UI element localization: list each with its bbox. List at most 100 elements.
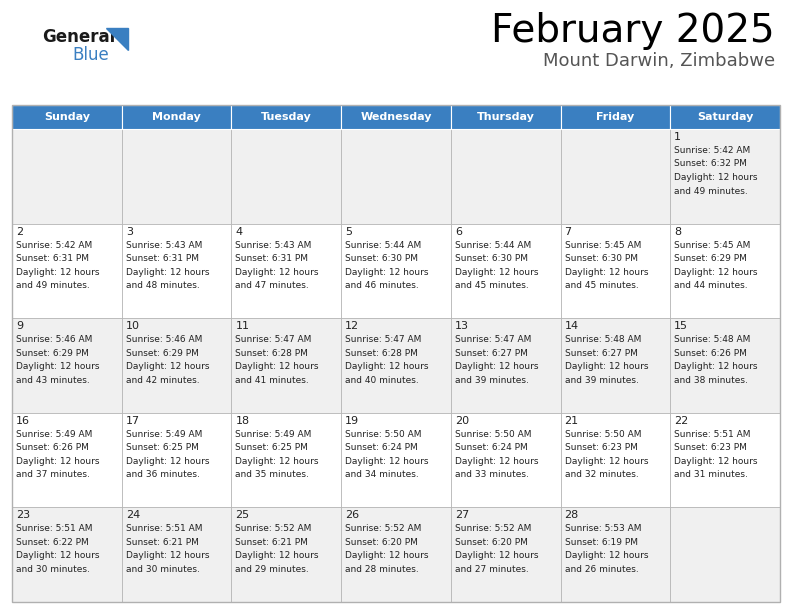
Text: Sunset: 6:23 PM: Sunset: 6:23 PM	[674, 443, 747, 452]
Text: Daylight: 12 hours: Daylight: 12 hours	[235, 457, 319, 466]
Text: and 48 minutes.: and 48 minutes.	[126, 281, 200, 290]
Text: Sunset: 6:30 PM: Sunset: 6:30 PM	[455, 254, 527, 263]
Bar	[451, 507, 561, 602]
Text: Blue: Blue	[72, 46, 109, 64]
Text: Daylight: 12 hours: Daylight: 12 hours	[345, 457, 428, 466]
Text: Sunset: 6:31 PM: Sunset: 6:31 PM	[126, 254, 199, 263]
Text: 13: 13	[455, 321, 469, 331]
Text: 14: 14	[565, 321, 579, 331]
Text: Daylight: 12 hours: Daylight: 12 hours	[345, 551, 428, 561]
Bar	[122, 105, 231, 129]
Text: 22: 22	[674, 416, 688, 426]
Text: Sunrise: 5:43 AM: Sunrise: 5:43 AM	[235, 241, 312, 250]
Text: Sunrise: 5:50 AM: Sunrise: 5:50 AM	[455, 430, 531, 439]
Text: Sunset: 6:24 PM: Sunset: 6:24 PM	[455, 443, 527, 452]
Bar	[122, 318, 231, 413]
Text: Daylight: 12 hours: Daylight: 12 hours	[565, 267, 648, 277]
Text: Sunday: Sunday	[44, 112, 89, 122]
Text: 1: 1	[674, 132, 681, 142]
Text: Sunset: 6:26 PM: Sunset: 6:26 PM	[16, 443, 89, 452]
Text: 17: 17	[126, 416, 140, 426]
Bar	[670, 507, 780, 602]
Text: Sunset: 6:30 PM: Sunset: 6:30 PM	[565, 254, 638, 263]
Bar	[12, 413, 122, 507]
Text: 3: 3	[126, 226, 133, 237]
Text: 11: 11	[235, 321, 249, 331]
Bar	[122, 223, 231, 318]
Text: Sunrise: 5:42 AM: Sunrise: 5:42 AM	[16, 241, 92, 250]
Bar	[561, 507, 670, 602]
Text: Friday: Friday	[596, 112, 634, 122]
Text: Sunrise: 5:50 AM: Sunrise: 5:50 AM	[565, 430, 641, 439]
Text: and 32 minutes.: and 32 minutes.	[565, 470, 638, 479]
Text: Sunrise: 5:53 AM: Sunrise: 5:53 AM	[565, 524, 641, 534]
Text: 6: 6	[455, 226, 462, 237]
Text: 26: 26	[345, 510, 360, 520]
Bar	[341, 507, 451, 602]
Bar	[341, 105, 451, 129]
Text: Sunset: 6:19 PM: Sunset: 6:19 PM	[565, 538, 638, 547]
Text: and 49 minutes.: and 49 minutes.	[674, 187, 748, 195]
Text: Sunrise: 5:50 AM: Sunrise: 5:50 AM	[345, 430, 421, 439]
Text: Sunrise: 5:45 AM: Sunrise: 5:45 AM	[674, 241, 751, 250]
Bar	[670, 129, 780, 223]
Text: Daylight: 12 hours: Daylight: 12 hours	[674, 173, 758, 182]
Bar	[122, 507, 231, 602]
Text: Sunset: 6:27 PM: Sunset: 6:27 PM	[565, 349, 638, 357]
Text: Daylight: 12 hours: Daylight: 12 hours	[455, 362, 539, 371]
Text: Daylight: 12 hours: Daylight: 12 hours	[16, 267, 100, 277]
Text: Daylight: 12 hours: Daylight: 12 hours	[235, 362, 319, 371]
Text: and 45 minutes.: and 45 minutes.	[565, 281, 638, 290]
Text: and 41 minutes.: and 41 minutes.	[235, 376, 309, 385]
Text: Sunset: 6:24 PM: Sunset: 6:24 PM	[345, 443, 418, 452]
Text: and 42 minutes.: and 42 minutes.	[126, 376, 200, 385]
Text: Daylight: 12 hours: Daylight: 12 hours	[455, 457, 539, 466]
Bar	[231, 129, 341, 223]
Text: Sunrise: 5:49 AM: Sunrise: 5:49 AM	[235, 430, 312, 439]
Text: Daylight: 12 hours: Daylight: 12 hours	[455, 267, 539, 277]
Bar	[341, 129, 451, 223]
Text: Sunset: 6:20 PM: Sunset: 6:20 PM	[455, 538, 527, 547]
Text: General: General	[42, 28, 116, 46]
Bar	[561, 223, 670, 318]
Text: and 46 minutes.: and 46 minutes.	[345, 281, 419, 290]
Text: Sunset: 6:29 PM: Sunset: 6:29 PM	[126, 349, 199, 357]
Text: Sunset: 6:23 PM: Sunset: 6:23 PM	[565, 443, 638, 452]
Bar	[341, 318, 451, 413]
Bar	[231, 223, 341, 318]
Text: Sunrise: 5:48 AM: Sunrise: 5:48 AM	[565, 335, 641, 344]
Bar	[122, 129, 231, 223]
Text: 4: 4	[235, 226, 242, 237]
Text: and 33 minutes.: and 33 minutes.	[455, 470, 529, 479]
Text: 15: 15	[674, 321, 688, 331]
Bar	[12, 507, 122, 602]
Text: and 36 minutes.: and 36 minutes.	[126, 470, 200, 479]
Polygon shape	[106, 28, 128, 50]
Text: Sunrise: 5:47 AM: Sunrise: 5:47 AM	[345, 335, 421, 344]
Bar	[12, 223, 122, 318]
Text: Sunset: 6:25 PM: Sunset: 6:25 PM	[235, 443, 308, 452]
Text: and 31 minutes.: and 31 minutes.	[674, 470, 748, 479]
Text: and 38 minutes.: and 38 minutes.	[674, 376, 748, 385]
Text: Daylight: 12 hours: Daylight: 12 hours	[674, 267, 758, 277]
Text: 2: 2	[16, 226, 23, 237]
Text: Sunset: 6:31 PM: Sunset: 6:31 PM	[16, 254, 89, 263]
Text: Daylight: 12 hours: Daylight: 12 hours	[16, 551, 100, 561]
Text: and 27 minutes.: and 27 minutes.	[455, 565, 528, 574]
Text: Daylight: 12 hours: Daylight: 12 hours	[126, 362, 209, 371]
Text: Daylight: 12 hours: Daylight: 12 hours	[235, 267, 319, 277]
Text: Sunrise: 5:47 AM: Sunrise: 5:47 AM	[235, 335, 312, 344]
Text: Sunset: 6:28 PM: Sunset: 6:28 PM	[235, 349, 308, 357]
Text: 10: 10	[126, 321, 139, 331]
Text: Sunrise: 5:47 AM: Sunrise: 5:47 AM	[455, 335, 531, 344]
Text: Sunrise: 5:48 AM: Sunrise: 5:48 AM	[674, 335, 751, 344]
Text: Sunset: 6:26 PM: Sunset: 6:26 PM	[674, 349, 747, 357]
Bar	[12, 129, 122, 223]
Text: Sunset: 6:31 PM: Sunset: 6:31 PM	[235, 254, 308, 263]
Text: and 26 minutes.: and 26 minutes.	[565, 565, 638, 574]
Bar	[231, 318, 341, 413]
Bar	[670, 223, 780, 318]
Text: Sunrise: 5:49 AM: Sunrise: 5:49 AM	[126, 430, 202, 439]
Text: Sunset: 6:27 PM: Sunset: 6:27 PM	[455, 349, 527, 357]
Text: and 39 minutes.: and 39 minutes.	[455, 376, 529, 385]
